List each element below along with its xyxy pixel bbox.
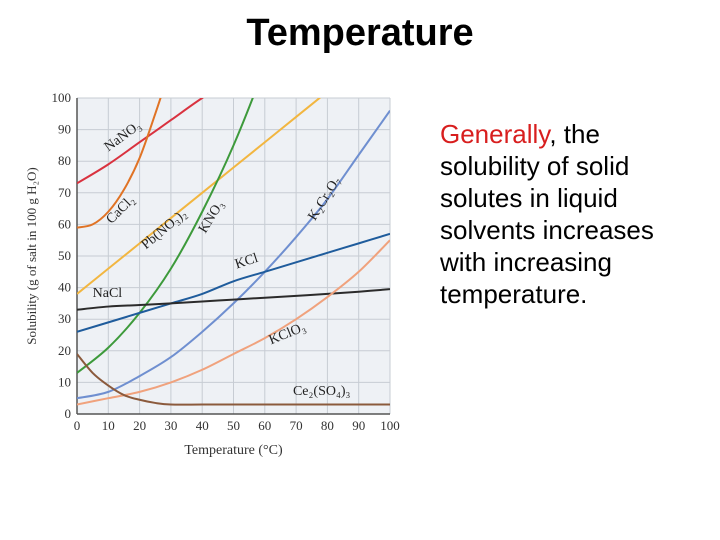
series-line-Ce2(SO4)3 xyxy=(77,353,390,406)
series-line-Pb(NO3)2 xyxy=(77,98,322,295)
series-line-NaCl xyxy=(77,288,390,311)
x-tick-label: 20 xyxy=(133,418,146,433)
series-line-CaCl2 xyxy=(77,98,162,229)
x-tick-label: 40 xyxy=(196,418,209,433)
x-tick-label: 60 xyxy=(258,418,271,433)
y-tick-label: 60 xyxy=(58,216,71,231)
body-text: Generally, the solubility of solid solut… xyxy=(440,118,700,310)
x-tick-label: 0 xyxy=(74,418,81,433)
y-tick-label: 100 xyxy=(52,90,72,105)
y-tick-label: 40 xyxy=(58,280,71,295)
series-line-K2Cr2O7 xyxy=(77,110,390,400)
series-label-KCl: KCl xyxy=(233,251,260,273)
y-tick-label: 0 xyxy=(65,406,72,421)
highlight-word: Generally xyxy=(440,119,550,149)
x-tick-label: 10 xyxy=(102,418,115,433)
x-tick-label: 90 xyxy=(352,418,365,433)
chart-svg: 0 10 20 30 40 50 60 70 80 90 100 0 10 20 30 40 50 60 70 80 9… xyxy=(24,90,400,458)
y-tick-label: 20 xyxy=(58,343,71,358)
x-tick-label: 30 xyxy=(164,418,177,433)
y-axis-title: Solubility (g of salt in 100 g H₂O) xyxy=(24,167,39,345)
body-text-rest: , the solubility of solid solutes in liq… xyxy=(440,119,654,309)
x-tick-label: 80 xyxy=(321,418,334,433)
x-tick-label: 100 xyxy=(380,418,400,433)
y-tick-label: 30 xyxy=(58,311,71,326)
y-tick-label: 70 xyxy=(58,185,71,200)
y-tick-label: 90 xyxy=(58,122,71,137)
series-line-KNO3 xyxy=(77,98,254,374)
series-label-NaCl: NaCl xyxy=(93,286,123,301)
solubility-chart: 0 10 20 30 40 50 60 70 80 90 100 0 10 20 30 40 50 60 70 80 9… xyxy=(20,80,415,470)
series-group xyxy=(77,98,390,406)
series-line-KCl xyxy=(77,232,390,333)
y-tick-label: 80 xyxy=(58,153,71,168)
series-label-Ce2(SO4)3: Ce₂(SO₄)₃ xyxy=(293,384,351,399)
slide-title: Temperature xyxy=(246,12,474,54)
x-tick-label: 70 xyxy=(290,418,303,433)
series-line-NaNO3 xyxy=(77,98,205,185)
x-axis-title: Temperature (°C) xyxy=(184,443,283,458)
x-tick-label: 50 xyxy=(227,418,240,433)
y-tick-label: 50 xyxy=(58,248,71,263)
y-tick-label: 10 xyxy=(58,374,71,389)
series-line-KClO3 xyxy=(77,239,390,406)
